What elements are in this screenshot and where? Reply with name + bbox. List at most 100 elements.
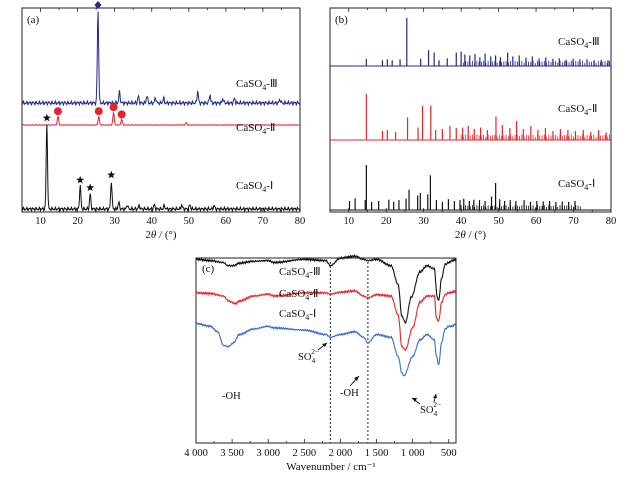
panel-label: (a)	[27, 14, 40, 26]
x-tick-label: 2 500	[293, 448, 317, 459]
x-tick-label: 50	[493, 216, 504, 227]
text-part: 4	[584, 41, 588, 50]
ftir-trace	[195, 254, 457, 325]
plot-frame	[21, 7, 301, 213]
annotation-sulfate: SO42−	[298, 347, 319, 365]
xrd-trace	[21, 112, 300, 127]
series-label: CaSO4-Ⅱ	[279, 288, 318, 302]
text-part: -Ⅰ	[309, 308, 316, 320]
text-part: CaSO	[236, 180, 262, 192]
text-part: CaSO	[558, 103, 584, 115]
text-part: θ	[151, 229, 157, 241]
annotation-oh: -OH	[222, 391, 241, 402]
star-icon	[42, 113, 51, 122]
x-tick-label: 500	[441, 448, 457, 459]
text-part: 4	[584, 108, 588, 117]
text-part: / (°)	[156, 229, 177, 241]
text-part: 2	[145, 229, 151, 241]
series-label: CaSO4-Ⅰ	[236, 180, 273, 194]
text-part: 4	[311, 356, 315, 365]
text-part: -Ⅰ	[266, 180, 273, 192]
x-tick-label: 3 000	[256, 448, 280, 459]
x-tick-label: 1 500	[365, 448, 389, 459]
x-tick-label: 20	[72, 216, 83, 227]
series-label: CaSO4-Ⅲ	[558, 36, 600, 50]
x-tick-label: 40	[146, 216, 157, 227]
circle-icon	[94, 107, 103, 116]
x-axis-label: Wavenumber / cm⁻¹	[286, 461, 375, 473]
text-part: 2−	[311, 347, 319, 356]
annotation-oh: -OH	[340, 388, 359, 399]
series-label: CaSO4-Ⅲ	[236, 78, 278, 92]
series-label: CaSO4-Ⅱ	[236, 122, 275, 136]
panel-label: (b)	[335, 14, 348, 26]
text-part: -Ⅲ	[309, 266, 320, 278]
x-tick-label: 1 000	[401, 448, 425, 459]
text-part: -Ⅱ	[588, 103, 597, 115]
text-part: 4	[305, 313, 309, 322]
x-tick-label: 70	[258, 216, 269, 227]
text-part: CaSO	[279, 288, 305, 300]
text-part: / (°)	[466, 229, 487, 241]
text-part: 4	[262, 127, 266, 136]
text-part: 2−	[433, 400, 441, 409]
text-part: SO	[298, 352, 312, 363]
arrow-head	[322, 343, 327, 347]
text-part: CaSO	[558, 36, 584, 48]
x-tick-label: 10	[343, 216, 354, 227]
text-part: -Ⅲ	[588, 36, 599, 48]
arrow-head	[354, 376, 359, 381]
text-part: CaSO	[236, 78, 262, 90]
x-tick-label: 60	[221, 216, 232, 227]
circle-icon	[109, 103, 118, 112]
panel-label: (c)	[202, 263, 215, 275]
x-tick-label: 10	[35, 216, 46, 227]
series-label: CaSO4-Ⅱ	[558, 103, 597, 117]
text-part: 4	[433, 409, 437, 418]
xrd-trace	[21, 124, 301, 213]
x-tick-label: 2 000	[329, 448, 353, 459]
x-tick-label: 30	[418, 216, 429, 227]
arrow-head	[412, 398, 417, 402]
text-part: 4	[305, 271, 309, 280]
star-icon	[76, 175, 85, 184]
x-axis-label: 2θ / (°)	[145, 229, 177, 241]
x-tick-label: 40	[456, 216, 467, 227]
x-tick-label: 4 000	[184, 448, 208, 459]
star-icon	[107, 170, 116, 179]
x-tick-label: 20	[381, 216, 392, 227]
text-part: θ	[460, 229, 466, 241]
series-label: CaSO4-Ⅰ	[279, 308, 316, 322]
annotation-sulfate: SO42−	[420, 400, 441, 418]
x-tick-label: 80	[606, 216, 617, 227]
x-axis-label: 2θ / (°)	[455, 229, 487, 241]
xrd-trace	[21, 11, 301, 107]
text-part: -Ⅰ	[588, 178, 595, 190]
text-part: CaSO	[279, 308, 305, 320]
star-icon	[86, 183, 95, 192]
circle-icon	[53, 107, 62, 116]
plot-frame	[329, 7, 612, 213]
text-part: SO	[420, 405, 434, 416]
text-part: -Ⅱ	[309, 288, 318, 300]
text-part: -Ⅲ	[266, 78, 277, 90]
text-part: CaSO	[558, 178, 584, 190]
x-tick-label: 3 500	[220, 448, 244, 459]
series-label: CaSO4-Ⅰ	[558, 178, 595, 192]
text-part: CaSO	[236, 122, 262, 134]
ftir-trace	[195, 288, 457, 352]
text-part: 4	[305, 293, 309, 302]
text-part: -Ⅱ	[266, 122, 275, 134]
text-part: CaSO	[279, 266, 305, 278]
circle-icon	[117, 110, 126, 119]
panel-c: 4 000 3 500 3 000 2 500 2 000 1 500 1 000 500 Wa…	[184, 254, 457, 473]
plot-frame	[195, 257, 457, 444]
text-part: 4	[262, 185, 266, 194]
x-tick-label: 50	[184, 216, 195, 227]
arrow-head	[433, 394, 437, 398]
x-tick-label: 60	[531, 216, 542, 227]
x-tick-label: 30	[109, 216, 120, 227]
diamond-icon	[94, 1, 102, 9]
